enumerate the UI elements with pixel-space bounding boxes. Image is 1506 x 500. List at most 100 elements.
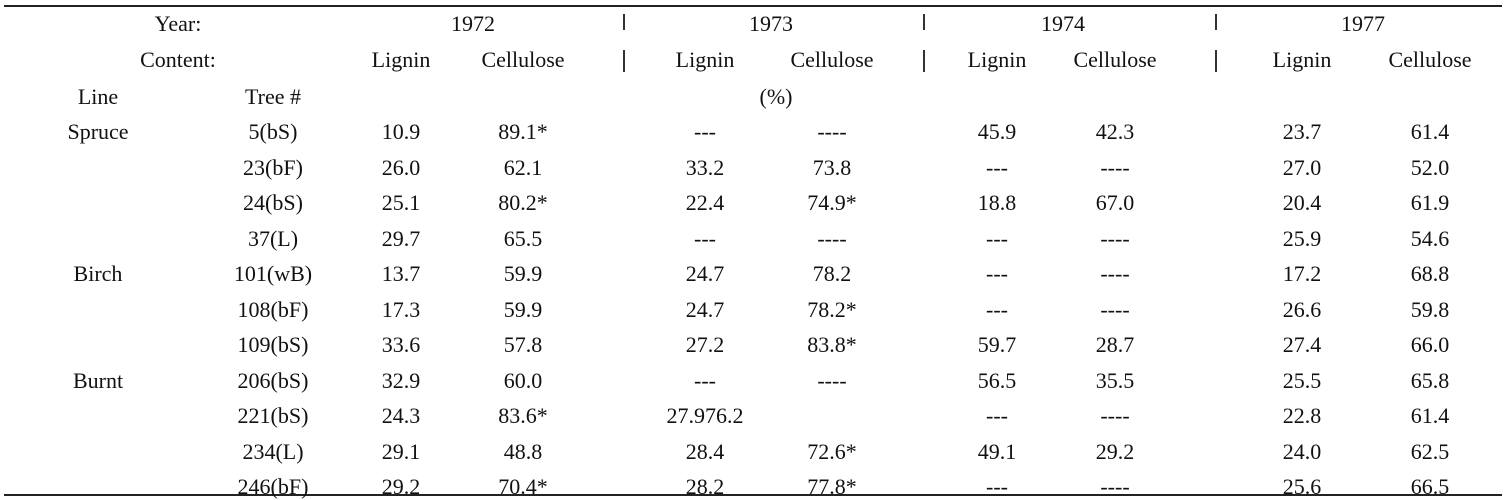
value-cell: 56.5 bbox=[977, 368, 1017, 393]
value-cell: ---- bbox=[1100, 226, 1130, 251]
value-cell: 70.4* bbox=[498, 474, 548, 499]
column-separator bbox=[923, 50, 925, 72]
value-cell: ---- bbox=[817, 119, 847, 144]
value-cell: 33.6 bbox=[381, 332, 421, 357]
value-cell: --- bbox=[986, 403, 1008, 428]
value-cell: ---- bbox=[1100, 297, 1130, 322]
line-cell: Burnt bbox=[72, 368, 124, 393]
value-cell: 25.1 bbox=[381, 190, 421, 215]
value-cell: --- bbox=[986, 261, 1008, 286]
value-cell: 59.9 bbox=[503, 297, 543, 322]
value-cell: 33.2 bbox=[685, 155, 725, 180]
tree-cell: 109(bS) bbox=[237, 332, 309, 357]
year-header-1977: 1977 bbox=[1341, 11, 1385, 36]
value-cell: 65.5 bbox=[503, 226, 543, 251]
value-cell: 24.7 bbox=[685, 297, 725, 322]
tree-cell: 24(bS) bbox=[243, 190, 303, 215]
value-cell: --- bbox=[986, 226, 1008, 251]
line-cell: Spruce bbox=[67, 119, 129, 144]
value-cell: --- bbox=[986, 155, 1008, 180]
value-cell: 62.5 bbox=[1410, 439, 1450, 464]
value-cell: ---- bbox=[1100, 155, 1130, 180]
line-column-header: Line bbox=[77, 84, 119, 109]
value-cell: 73.8 bbox=[812, 155, 852, 180]
value-cell: ---- bbox=[817, 226, 847, 251]
unit-label: (%) bbox=[759, 84, 793, 109]
tree-cell: 23(bF) bbox=[243, 155, 303, 180]
value-cell: --- bbox=[694, 119, 716, 144]
column-separator bbox=[923, 14, 925, 30]
value-cell: 35.5 bbox=[1095, 368, 1135, 393]
value-cell: 24.3 bbox=[381, 403, 421, 428]
value-cell: --- bbox=[986, 474, 1008, 499]
value-cell: 27.0 bbox=[1282, 155, 1322, 180]
year-header-1974: 1974 bbox=[1041, 11, 1085, 36]
value-cell: 77.8* bbox=[807, 474, 857, 499]
value-cell: 74.9* bbox=[807, 190, 857, 215]
table-bottom-rule bbox=[4, 494, 1502, 496]
value-cell: 59.8 bbox=[1410, 297, 1450, 322]
value-cell: 25.9 bbox=[1282, 226, 1322, 251]
value-cell: 52.0 bbox=[1410, 155, 1450, 180]
value-cell: 27.2 bbox=[685, 332, 725, 357]
value-cell: 32.9 bbox=[381, 368, 421, 393]
value-cell: 25.6 bbox=[1282, 474, 1322, 499]
value-cell: 68.8 bbox=[1410, 261, 1450, 286]
value-cell: 28.2 bbox=[685, 474, 725, 499]
line-cell: Birch bbox=[73, 261, 123, 286]
subcol-header: Lignin bbox=[1272, 47, 1332, 72]
value-cell: 29.7 bbox=[381, 226, 421, 251]
value-cell: 78.2* bbox=[807, 297, 857, 322]
subcol-header: Cellulose bbox=[790, 47, 874, 72]
value-cell: 27.976.2 bbox=[666, 403, 744, 428]
value-cell: 49.1 bbox=[977, 439, 1017, 464]
value-cell: ---- bbox=[1100, 403, 1130, 428]
column-separator bbox=[1215, 14, 1217, 30]
value-cell: 48.8 bbox=[503, 439, 543, 464]
value-cell: 29.2 bbox=[381, 474, 421, 499]
value-cell: 26.0 bbox=[381, 155, 421, 180]
value-cell: 28.7 bbox=[1095, 332, 1135, 357]
tree-cell: 101(wB) bbox=[233, 261, 313, 286]
column-separator bbox=[1215, 50, 1217, 72]
value-cell: ---- bbox=[817, 368, 847, 393]
column-separator bbox=[623, 50, 625, 72]
value-cell: 83.8* bbox=[807, 332, 857, 357]
value-cell: 72.6* bbox=[807, 439, 857, 464]
tree-cell: 5(bS) bbox=[248, 119, 298, 144]
value-cell: 45.9 bbox=[977, 119, 1017, 144]
tree-cell: 108(bF) bbox=[237, 297, 309, 322]
value-cell: --- bbox=[694, 226, 716, 251]
value-cell: 20.4 bbox=[1282, 190, 1322, 215]
subcol-header: Cellulose bbox=[1388, 47, 1472, 72]
column-separator bbox=[623, 14, 625, 30]
value-cell: 17.2 bbox=[1282, 261, 1322, 286]
value-cell: ---- bbox=[1100, 474, 1130, 499]
subcol-header: Cellulose bbox=[481, 47, 565, 72]
value-cell: 42.3 bbox=[1095, 119, 1135, 144]
value-cell: 61.9 bbox=[1410, 190, 1450, 215]
value-cell: 24.7 bbox=[685, 261, 725, 286]
tree-cell: 234(L) bbox=[242, 439, 304, 464]
content-label: Content: bbox=[140, 47, 216, 72]
year-header-1972: 1972 bbox=[451, 11, 495, 36]
subcol-header: Lignin bbox=[967, 47, 1027, 72]
value-cell: 22.8 bbox=[1282, 403, 1322, 428]
value-cell: --- bbox=[694, 368, 716, 393]
tree-cell: 206(bS) bbox=[237, 368, 309, 393]
value-cell: 66.5 bbox=[1410, 474, 1450, 499]
value-cell: 59.7 bbox=[977, 332, 1017, 357]
subcol-header: Cellulose bbox=[1073, 47, 1157, 72]
value-cell: 29.2 bbox=[1095, 439, 1135, 464]
year-label: Year: bbox=[154, 11, 202, 36]
value-cell: ---- bbox=[1100, 261, 1130, 286]
value-cell: 61.4 bbox=[1410, 403, 1450, 428]
value-cell: 18.8 bbox=[977, 190, 1017, 215]
value-cell: 13.7 bbox=[381, 261, 421, 286]
subcol-header: Lignin bbox=[371, 47, 431, 72]
value-cell: 62.1 bbox=[503, 155, 543, 180]
table-top-rule bbox=[4, 5, 1502, 7]
value-cell: 28.4 bbox=[685, 439, 725, 464]
value-cell: 80.2* bbox=[498, 190, 548, 215]
tree-cell: 246(bF) bbox=[237, 474, 309, 499]
